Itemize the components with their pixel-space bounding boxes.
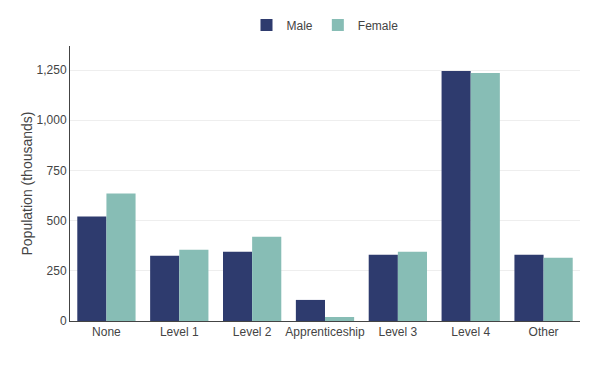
svg-text:Population (thousands): Population (thousands) — [19, 112, 35, 256]
svg-text:Level 3: Level 3 — [379, 325, 418, 339]
svg-text:500: 500 — [47, 214, 67, 228]
svg-text:None: None — [92, 325, 121, 339]
svg-text:Apprenticeship: Apprenticeship — [285, 325, 365, 339]
svg-text:Female: Female — [358, 19, 398, 33]
svg-text:Level 4: Level 4 — [451, 325, 490, 339]
svg-text:250: 250 — [47, 264, 67, 278]
svg-text:Male: Male — [287, 19, 313, 33]
svg-text:Other: Other — [529, 325, 559, 339]
svg-text:0: 0 — [60, 314, 67, 328]
svg-text:Level 2: Level 2 — [233, 325, 272, 339]
svg-text:1,250: 1,250 — [37, 63, 67, 77]
svg-text:Level 1: Level 1 — [160, 325, 199, 339]
svg-text:750: 750 — [47, 164, 67, 178]
svg-text:1,000: 1,000 — [37, 113, 67, 127]
